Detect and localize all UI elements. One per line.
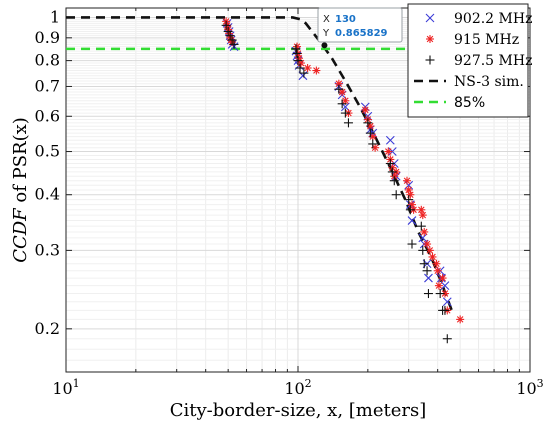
marker-plus — [295, 63, 305, 73]
marker-star — [361, 105, 370, 114]
y-axis-label: CCDF of PSR(x) — [10, 117, 31, 263]
marker-star — [428, 252, 437, 261]
marker-plus — [223, 26, 233, 36]
marker-star — [417, 205, 426, 214]
y-tick-labels: 0.2 0.3 0.4 0.5 0.6 0.7 0.8 0.9 1 — [35, 7, 60, 337]
marker-plus — [435, 289, 445, 299]
marker-star — [456, 315, 465, 324]
datatip-x-label: X — [323, 14, 330, 25]
marker-plus — [405, 205, 415, 215]
y-tick-label: 1 — [50, 7, 60, 26]
marker-plus — [407, 239, 417, 249]
x-tick-label: 101 — [52, 377, 79, 398]
datatip-y-value: 0.865829 — [335, 28, 388, 39]
y-tick-label: 0.5 — [35, 142, 60, 161]
legend-entry: 85% — [414, 95, 485, 111]
legend-entry: 902.2 MHz — [425, 11, 532, 27]
legend-entry: 915 MHz — [426, 32, 519, 48]
marker-star — [433, 266, 442, 275]
marker-plus — [387, 167, 397, 177]
marker-star — [418, 211, 427, 220]
marker-plus — [292, 48, 302, 58]
marker-star — [423, 240, 432, 249]
marker-plus — [293, 56, 303, 66]
y-tick-label: 0.6 — [35, 106, 60, 125]
x-tick-label: 103 — [516, 377, 543, 398]
y-axis-label-rest: of PSR(x) — [10, 117, 31, 208]
marker-x — [424, 273, 433, 283]
marker-plus — [227, 35, 237, 45]
marker-star — [438, 274, 447, 283]
legend-entry: NS-3 sim. — [414, 74, 524, 90]
marker-plus — [363, 118, 373, 128]
series-line-0 — [66, 16, 453, 311]
marker-plus — [291, 44, 301, 54]
marker-plus — [419, 259, 429, 269]
marker-plus — [389, 176, 399, 186]
marker-star — [303, 64, 312, 73]
y-tick-label: 0.2 — [35, 319, 60, 338]
legend-entry: 927.5 MHz — [425, 53, 532, 69]
marker-star — [440, 289, 449, 298]
legend-marker-plus — [425, 55, 435, 65]
y-tick-label: 0.4 — [35, 185, 60, 204]
marker-x — [385, 135, 395, 145]
legend: 902.2 MHz 915 MHz 927.5 MHz NS-3 sim. 85% — [407, 3, 532, 118]
legend-label: 85% — [454, 95, 485, 111]
marker-plus — [334, 84, 344, 94]
legend-marker-x — [425, 13, 435, 23]
marker-x — [442, 297, 452, 307]
marker-star — [432, 259, 441, 268]
marker-plus — [229, 39, 239, 49]
y-axis-label-italic: CCDF — [10, 207, 31, 263]
marker-plus — [221, 20, 231, 30]
legend-label: 902.2 MHz — [454, 11, 532, 27]
marker-plus — [391, 190, 401, 200]
marker-plus — [423, 289, 433, 299]
marker-x — [407, 216, 417, 225]
marker-plus — [422, 266, 432, 276]
marker-star — [406, 190, 415, 199]
legend-label: 915 MHz — [454, 32, 519, 48]
marker-star — [402, 176, 411, 185]
marker-plus — [442, 334, 452, 344]
y-tick-label: 0.7 — [35, 76, 60, 95]
datatip-y-label: Y — [322, 28, 330, 39]
marker-plus — [368, 139, 378, 149]
x-axis-label: City-border-size, x, [meters] — [170, 400, 427, 421]
marker-plus — [365, 128, 375, 138]
marker-plus — [225, 31, 235, 41]
y-tick-label: 0.8 — [35, 51, 60, 70]
legend-label: 927.5 MHz — [454, 53, 532, 69]
marker-plus — [337, 99, 347, 109]
marker-star — [420, 227, 429, 236]
marker-x — [440, 281, 450, 291]
marker-plus — [340, 108, 350, 118]
series-markers — [221, 17, 465, 344]
datatip-x-value: 130 — [335, 14, 356, 25]
marker-plus — [343, 118, 353, 128]
x-tick-label: 102 — [284, 377, 311, 398]
datatip[interactable]: X 130 Y 0.865829 — [317, 7, 403, 49]
marker-star — [312, 66, 321, 75]
marker-plus — [418, 245, 428, 255]
marker-plus — [404, 195, 414, 205]
legend-label: NS-3 sim. — [454, 74, 524, 90]
marker-plus — [299, 68, 309, 78]
marker-plus — [440, 305, 450, 315]
y-tick-label: 0.3 — [35, 240, 60, 259]
marker-plus — [416, 221, 426, 231]
datatip-box — [317, 7, 403, 43]
x-tick-labels: 101 102 103 — [52, 377, 543, 398]
legend-marker-star — [426, 35, 434, 43]
marker-plus — [385, 159, 395, 169]
marker-x — [387, 147, 397, 156]
datatip-point[interactable] — [321, 42, 328, 49]
y-tick-label: 0.9 — [35, 28, 60, 47]
marker-star — [434, 281, 443, 290]
marker-star — [384, 147, 393, 156]
